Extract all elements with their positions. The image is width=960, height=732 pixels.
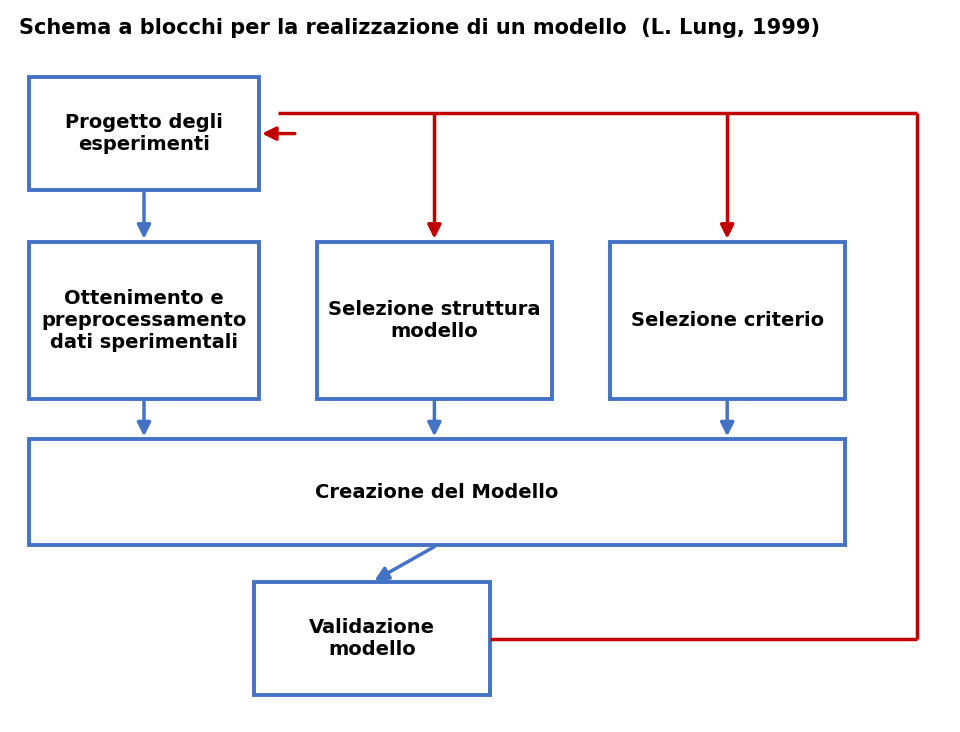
Text: Creazione del Modello: Creazione del Modello xyxy=(315,483,559,501)
Text: Selezione criterio: Selezione criterio xyxy=(631,311,824,329)
Text: Validazione
modello: Validazione modello xyxy=(309,618,435,660)
Text: Ottenimento e
preprocessamento
dati sperimentali: Ottenimento e preprocessamento dati sper… xyxy=(41,288,247,352)
Text: Selezione struttura
modello: Selezione struttura modello xyxy=(328,299,540,341)
FancyBboxPatch shape xyxy=(29,77,259,190)
FancyBboxPatch shape xyxy=(610,242,845,399)
FancyBboxPatch shape xyxy=(29,439,845,545)
FancyBboxPatch shape xyxy=(254,582,490,695)
Text: Schema a blocchi per la realizzazione di un modello  (L. Lung, 1999): Schema a blocchi per la realizzazione di… xyxy=(19,18,820,38)
FancyBboxPatch shape xyxy=(29,242,259,399)
FancyBboxPatch shape xyxy=(317,242,552,399)
Text: Progetto degli
esperimenti: Progetto degli esperimenti xyxy=(65,113,223,154)
